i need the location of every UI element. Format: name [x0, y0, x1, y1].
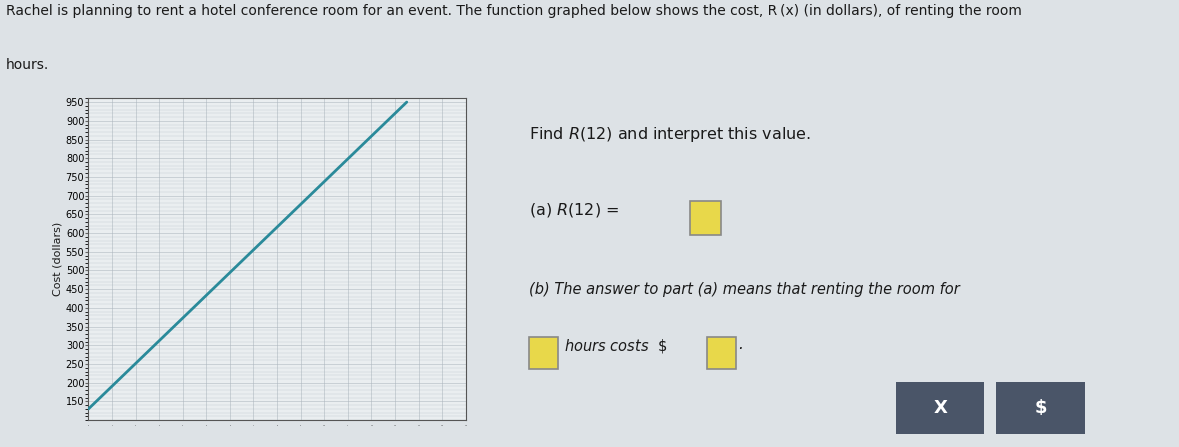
- Text: Find $R$(12) and interpret this value.: Find $R$(12) and interpret this value.: [529, 125, 811, 144]
- Text: hours costs  $\$$: hours costs $\$$: [564, 337, 667, 355]
- Text: .: .: [738, 337, 743, 353]
- Text: (b) The answer to part (a) means that renting the room for: (b) The answer to part (a) means that re…: [529, 282, 960, 297]
- Text: $: $: [1034, 399, 1047, 417]
- FancyBboxPatch shape: [529, 337, 558, 369]
- FancyBboxPatch shape: [707, 337, 736, 369]
- Text: hours.: hours.: [6, 58, 50, 72]
- Text: X: X: [934, 399, 947, 417]
- Text: (a) $R$(12) =: (a) $R$(12) =: [529, 201, 619, 219]
- Y-axis label: Cost (dollars): Cost (dollars): [53, 222, 62, 296]
- Text: Rachel is planning to rent a hotel conference room for an event. The function gr: Rachel is planning to rent a hotel confe…: [6, 4, 1022, 18]
- FancyBboxPatch shape: [690, 201, 720, 235]
